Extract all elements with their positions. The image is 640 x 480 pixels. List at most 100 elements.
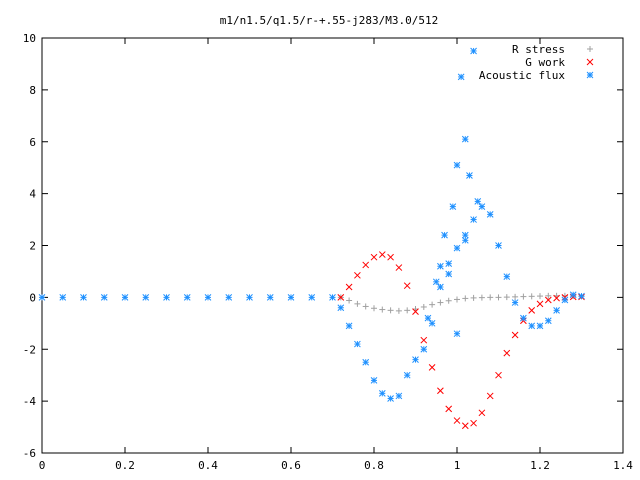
legend-entry-label: Acoustic flux bbox=[479, 69, 565, 82]
series-1-point-d2 bbox=[478, 409, 486, 417]
series-2-point-d2 bbox=[387, 395, 394, 402]
series-2-point bbox=[354, 340, 361, 348]
series-2-point-d2 bbox=[445, 260, 453, 268]
series-2-point bbox=[266, 294, 274, 301]
x-tick-label: 0.6 bbox=[281, 459, 301, 472]
series-1-point bbox=[478, 409, 486, 417]
series-0-point bbox=[487, 294, 494, 301]
series-2-point bbox=[403, 371, 411, 379]
series-2-point bbox=[387, 395, 394, 402]
y-tick-label: 2 bbox=[29, 240, 36, 253]
series-1-point-d2 bbox=[528, 306, 536, 314]
x-tick-label: 1 bbox=[454, 459, 461, 472]
series-2-point bbox=[121, 294, 129, 301]
series-2-point bbox=[183, 294, 191, 301]
series-2-point bbox=[441, 231, 448, 239]
series-1-point bbox=[403, 282, 411, 290]
series-1-point-d2 bbox=[437, 387, 444, 395]
series-1-point-d2 bbox=[495, 371, 502, 379]
series-1-point bbox=[362, 261, 370, 269]
plot-frame bbox=[41, 37, 624, 454]
series-2-point-d2 bbox=[420, 345, 428, 353]
series-1-point bbox=[503, 349, 511, 357]
series-2-point-d2 bbox=[38, 294, 46, 301]
series-0-point bbox=[545, 292, 552, 299]
series-2-point bbox=[437, 262, 444, 270]
series-2-point bbox=[345, 322, 353, 330]
series-0-point bbox=[462, 295, 469, 302]
series-2-point-d2 bbox=[453, 330, 461, 338]
series-2-point-d2 bbox=[395, 392, 403, 400]
series-1-point-d2 bbox=[503, 349, 511, 357]
series-0 bbox=[337, 292, 585, 314]
series-0-point bbox=[371, 305, 377, 312]
series-0-point bbox=[404, 307, 411, 314]
series-2-point bbox=[474, 198, 482, 205]
series-2-point-d2 bbox=[100, 294, 108, 301]
series-2-point-d2 bbox=[412, 356, 419, 363]
series-1-point-d2 bbox=[387, 253, 394, 261]
legend-entry-label: G work bbox=[525, 56, 565, 69]
legend-entry-marker bbox=[586, 71, 594, 79]
series-1-point bbox=[445, 405, 453, 413]
series-2-point bbox=[466, 172, 473, 179]
series-2-point bbox=[461, 231, 469, 239]
series-2-point-d2 bbox=[561, 296, 569, 304]
series-1-point-d2 bbox=[354, 271, 361, 279]
y-tick-label: -6 bbox=[23, 447, 36, 460]
series-2-point-d2 bbox=[308, 294, 316, 301]
series-2-point bbox=[412, 356, 419, 363]
series-2-point-d2 bbox=[437, 262, 444, 270]
series-2-point-d2 bbox=[432, 278, 440, 286]
series-1-point bbox=[370, 253, 378, 261]
series-2-point bbox=[520, 314, 527, 322]
series-2-point-d2 bbox=[457, 73, 465, 81]
series-2-point-d2 bbox=[354, 340, 361, 348]
series-0-point bbox=[445, 297, 452, 304]
series-0-point bbox=[395, 307, 402, 314]
series-2-point bbox=[80, 294, 87, 301]
series-1-point bbox=[461, 422, 469, 430]
series-2-point-d2 bbox=[461, 231, 469, 239]
series-1-point-d2 bbox=[544, 296, 552, 304]
series-2-point-d2 bbox=[266, 294, 274, 301]
series-2-point-d2 bbox=[503, 273, 511, 280]
y-tick-label: 4 bbox=[29, 188, 36, 201]
series-1-point-d2 bbox=[536, 300, 544, 308]
series-2-point-d2 bbox=[470, 47, 477, 55]
y-tick-label: 10 bbox=[23, 32, 36, 45]
series-2-point-d2 bbox=[511, 299, 519, 306]
x-tick-label: 1.2 bbox=[530, 459, 550, 472]
series-2-point bbox=[424, 314, 432, 322]
series-2-point-d2 bbox=[121, 294, 129, 301]
series-1-point bbox=[337, 294, 345, 301]
series-2-point bbox=[578, 292, 585, 300]
series-1-point-d2 bbox=[453, 417, 461, 424]
series-2-point bbox=[432, 278, 440, 286]
series-2-point-d2 bbox=[345, 322, 353, 330]
series-0-point bbox=[470, 294, 477, 301]
series-2-point-d2 bbox=[437, 283, 444, 291]
y-tick-label: -2 bbox=[23, 343, 36, 356]
series-1-point-d2 bbox=[461, 422, 469, 430]
series-0-point bbox=[437, 299, 444, 306]
series-2-point-d2 bbox=[441, 231, 448, 239]
series-0-point bbox=[387, 307, 394, 314]
series-2-point-d2 bbox=[337, 304, 345, 312]
series-2-point-d2 bbox=[428, 319, 436, 327]
series-1-point bbox=[387, 253, 394, 261]
series-2-point-d2 bbox=[470, 216, 477, 223]
series-1-point bbox=[553, 294, 560, 302]
series-2-point-d2 bbox=[461, 236, 469, 244]
series-2-point bbox=[38, 294, 46, 301]
series-1-point-d2 bbox=[511, 331, 519, 339]
series-2-point bbox=[337, 304, 345, 312]
series-1-point-d2 bbox=[378, 251, 386, 258]
series-2-point-d2 bbox=[378, 389, 386, 397]
series-2-point-d2 bbox=[453, 161, 461, 169]
series-2-point bbox=[528, 322, 536, 330]
series-2-point bbox=[561, 296, 569, 304]
series-1-point bbox=[495, 371, 502, 379]
series-2-point-d2 bbox=[183, 294, 191, 301]
